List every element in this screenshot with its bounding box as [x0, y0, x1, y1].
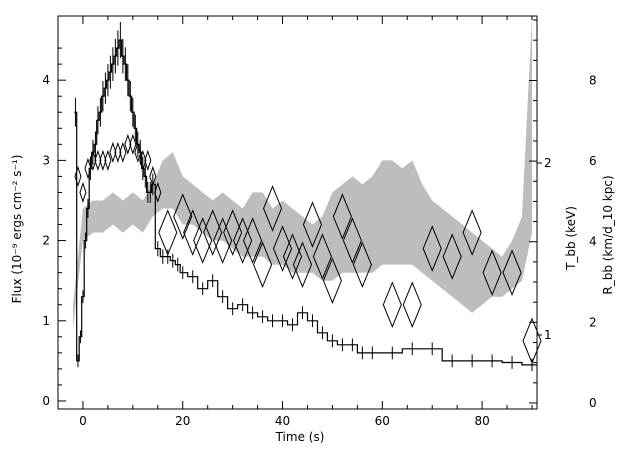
temperature-diamond — [312, 233, 332, 280]
temperature-diamond — [129, 133, 137, 155]
temperature-diamond — [322, 257, 342, 304]
temperature-diamond — [154, 181, 162, 204]
y-axis-label-right-outer: R_bb (km/d_10 kpc) — [601, 175, 615, 294]
temperature-diamond — [213, 217, 233, 264]
x-tick-label: 60 — [375, 414, 390, 428]
temperature-diamond — [223, 209, 243, 256]
y-axis-label-left: Flux (10⁻⁹ ergs cm⁻² s⁻¹) — [10, 155, 24, 304]
temperature-diamond — [282, 233, 303, 280]
y-tick-label-right: 4 — [589, 235, 597, 249]
temperature-diamond — [99, 149, 107, 171]
temperature-diamond — [382, 281, 402, 329]
temperature-diamond — [233, 217, 253, 264]
y-tick-label-right: 2 — [589, 315, 597, 329]
temperature-diamond — [94, 149, 102, 171]
temperature-diamond — [139, 149, 147, 171]
y-tick-label-left: 3 — [42, 153, 50, 167]
temperature-diamond — [84, 157, 92, 179]
y-tick-label-right: 6 — [589, 154, 597, 168]
x-tick-label: 0 — [79, 414, 87, 428]
temperature-diamond — [104, 149, 112, 171]
y-axis-label-right-inner: T_bb (keV) — [564, 206, 578, 271]
temperature-diamond — [292, 241, 313, 288]
y-tick-label-right: 0 — [589, 396, 597, 410]
y-tick-label-right: 8 — [589, 73, 597, 87]
temperature-diamond — [193, 217, 213, 264]
x-tick-label: 80 — [474, 414, 489, 428]
temperature-diamond — [462, 209, 482, 256]
y-tick-label-left: 4 — [42, 73, 50, 87]
y-tick-label-left: 2 — [42, 234, 50, 248]
temperature-diamond — [183, 209, 203, 256]
y-tick-label-left: 0 — [42, 394, 50, 408]
temperature-diamond — [134, 141, 142, 163]
temperature-diamond — [263, 185, 283, 232]
temperature-diamond — [158, 209, 178, 256]
temperature-diamond — [79, 181, 87, 204]
temperature-diamond — [482, 249, 502, 296]
temperature-diamond — [442, 233, 462, 280]
temperature-diamond — [114, 141, 122, 163]
temperature-diamond — [149, 165, 157, 187]
temperature-diamond — [253, 241, 273, 288]
flux-histogram-line — [74, 39, 537, 366]
temperature-diamond — [342, 217, 362, 264]
temperature-diamond — [332, 193, 352, 240]
temperature-diamond — [302, 201, 323, 248]
temperature-diamond — [144, 149, 152, 171]
temperature-diamond — [124, 133, 132, 155]
plot-frame — [57, 15, 538, 410]
temperature-diamond — [74, 165, 82, 187]
temperature-diamond — [522, 317, 542, 365]
confidence-band — [73, 16, 532, 329]
temperature-diamond — [243, 217, 263, 264]
temperature-diamond — [352, 241, 372, 288]
T-tick-label: 2 — [544, 156, 552, 170]
temperature-diamond — [109, 141, 117, 163]
x-axis-label: Time (s) — [275, 430, 325, 444]
temperature-diamond — [402, 281, 422, 329]
x-tick-label: 20 — [175, 414, 190, 428]
temperature-diamond — [502, 249, 522, 296]
temperature-diamond — [89, 149, 97, 171]
T-tick-label: 1 — [544, 328, 552, 342]
x-tick-label: 40 — [275, 414, 290, 428]
temperature-diamond — [203, 209, 223, 256]
temperature-diamond — [422, 225, 442, 272]
temperature-diamond — [272, 225, 293, 272]
temperature-diamond — [173, 193, 193, 240]
y-tick-label-left: 1 — [42, 314, 50, 328]
temperature-diamond — [119, 141, 127, 163]
